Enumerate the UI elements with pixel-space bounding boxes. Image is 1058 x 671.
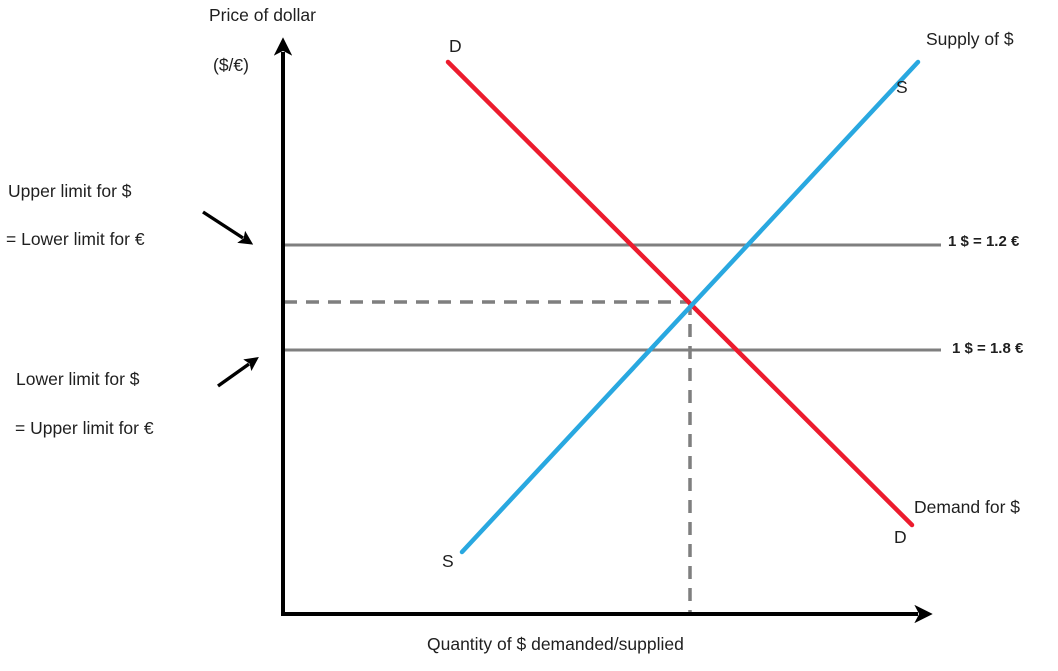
lower-limit-annotation-line1: Lower limit for $	[16, 369, 140, 389]
upper-rate-label: 1 $ = 1.2 €	[948, 233, 1020, 250]
upper-limit-annotation-line1: Upper limit for $	[8, 181, 132, 201]
x-axis-title: Quantity of $ demanded/supplied	[427, 634, 684, 654]
lower-limit-annotation-line2: = Upper limit for €	[15, 418, 154, 438]
y-axis-title: Price of dollar	[209, 5, 316, 25]
supply-curve-label: Supply of $	[926, 29, 1014, 49]
y-axis-unit: ($/€)	[213, 55, 249, 75]
demand-letter-bottom: D	[894, 527, 907, 547]
demand-letter-top: D	[449, 36, 462, 56]
demand-curve	[445, 59, 915, 528]
upper-annotation-arrow	[202, 210, 254, 245]
lower-rate-label: 1 $ = 1.8 €	[952, 340, 1024, 357]
supply-letter-bottom: S	[442, 551, 454, 571]
demand-curve-label: Demand for $	[914, 497, 1021, 517]
lower-annotation-arrow	[217, 356, 259, 388]
supply-curve	[459, 59, 921, 555]
upper-limit-annotation-line2: = Lower limit for €	[6, 229, 145, 249]
supply-letter-top: S	[896, 77, 908, 97]
